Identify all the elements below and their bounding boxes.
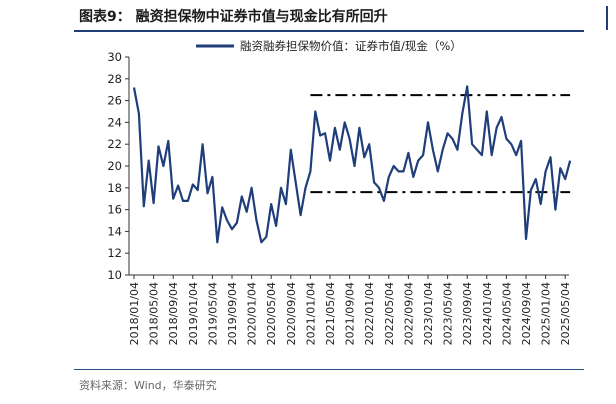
reference-lines	[310, 94, 571, 194]
y-tick-label: 26	[107, 94, 122, 108]
x-tick-label: 2021/09/04	[344, 282, 357, 345]
y-tick-label: 28	[107, 72, 122, 86]
x-tick-label: 2018/09/04	[167, 282, 180, 345]
y-tick-label: 24	[107, 115, 122, 129]
y-tick-label: 18	[107, 181, 122, 195]
y-axis: 10 12 14 16 18 20 22 24 26 28 30	[107, 50, 130, 282]
x-tick-label: 2024/09/04	[520, 282, 533, 345]
x-tick-label: 2025/05/04	[559, 282, 572, 345]
x-tick-label: 2020/09/04	[285, 282, 298, 345]
y-tick-label: 10	[107, 268, 122, 282]
legend-label: 融资融券担保物价值：证券市值/现金（%）	[240, 39, 462, 53]
x-tick-label: 2022/09/04	[402, 282, 415, 345]
x-axis: 2018/01/04 2018/05/04 2018/09/04 2019/01/04…	[128, 274, 572, 345]
x-tick-label: 2019/05/04	[206, 282, 219, 345]
y-tick-label: 14	[107, 224, 122, 238]
y-tick-label: 16	[107, 203, 122, 217]
x-tick-label: 2022/01/04	[363, 282, 376, 345]
x-tick-label: 2020/01/04	[246, 282, 259, 345]
x-tick-label: 2025/01/04	[540, 282, 553, 345]
x-tick-label: 2018/05/04	[148, 282, 161, 345]
x-tick-label: 2021/05/04	[324, 282, 337, 345]
x-tick-label: 2019/01/04	[187, 282, 200, 345]
source-rule	[74, 369, 584, 370]
x-tick-label: 2023/05/04	[442, 282, 455, 345]
source-note: 资料来源：Wind，华泰研究	[79, 379, 217, 392]
y-tick-label: 12	[107, 246, 122, 260]
legend: 融资融券担保物价值：证券市值/现金（%）	[196, 39, 462, 53]
y-tick-label: 22	[107, 137, 122, 151]
x-tick-label: 2022/05/04	[383, 282, 396, 345]
x-tick-label: 2024/05/04	[500, 282, 513, 345]
series-line	[132, 85, 572, 244]
x-tick-label: 2023/09/04	[461, 282, 474, 345]
x-tick-label: 2024/01/04	[481, 282, 494, 345]
y-tick-label: 20	[107, 159, 122, 173]
title-rule	[74, 30, 584, 32]
y-tick-label: 30	[107, 50, 122, 64]
edge-accent-bar	[606, 6, 608, 30]
chart-title: 图表9： 融资担保物中证券市值与现金比有所回升	[79, 9, 388, 25]
series-group	[132, 85, 572, 244]
x-tick-label: 2021/01/04	[304, 282, 317, 345]
x-tick-label: 2018/01/04	[128, 282, 141, 345]
x-tick-label: 2020/05/04	[265, 282, 278, 345]
x-tick-label: 2019/09/04	[226, 282, 239, 345]
x-tick-label: 2023/01/04	[422, 282, 435, 345]
